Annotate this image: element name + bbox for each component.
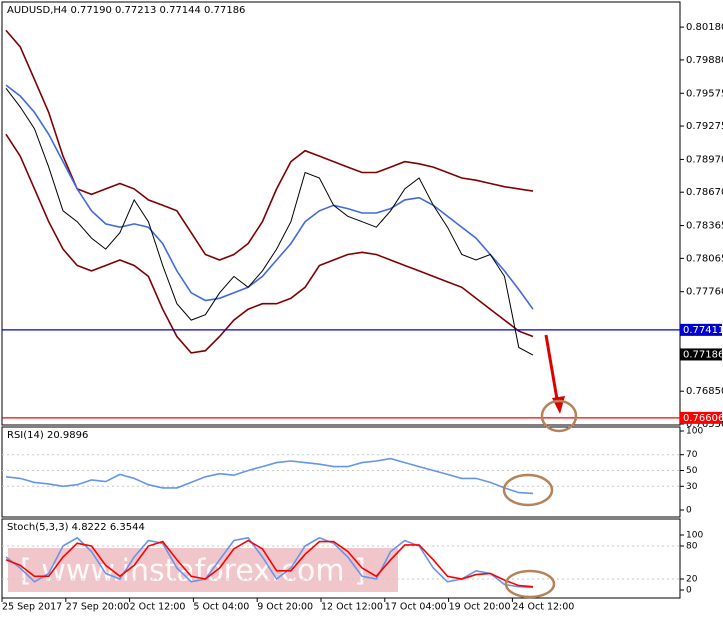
series-line xyxy=(5,87,534,356)
highlight-circle xyxy=(504,569,556,599)
watermark-box xyxy=(8,548,398,592)
x-tick-label: 19 Oct 20:00 xyxy=(449,602,511,613)
y-tick-label: 100 xyxy=(686,427,703,437)
panel-frame xyxy=(1,426,681,518)
series-line xyxy=(5,133,534,354)
panel-title: RSI(14) 20.9896 xyxy=(7,430,88,441)
y-tick-label: 0.78365 xyxy=(686,221,723,232)
y-tick-label: 50 xyxy=(686,466,698,476)
panel-title: AUDUSD,H4 0.77190 0.77213 0.77144 0.7718… xyxy=(7,5,245,16)
series-line xyxy=(5,539,534,588)
highlight-circle xyxy=(540,399,578,433)
last-price-box xyxy=(680,348,722,361)
y-tick-label: 0.79575 xyxy=(686,88,723,99)
y-tick-label: 0 xyxy=(686,506,692,516)
level-label: 0.76606 xyxy=(683,413,723,424)
x-tick-label: 25 Sep 2017 xyxy=(2,602,62,613)
y-tick-label: 30 xyxy=(686,482,698,492)
watermark: [ www.instaforex.com ] xyxy=(20,554,366,589)
y-tick-label: 100 xyxy=(686,531,703,541)
level-label-box xyxy=(680,411,722,424)
x-tick-label: 27 Sep 20:00 xyxy=(66,602,129,613)
y-tick-label: 70 xyxy=(686,450,698,460)
level-label: 0.77411 xyxy=(683,325,723,336)
x-tick-label: 17 Oct 04:00 xyxy=(385,602,447,613)
y-tick-label: 0 xyxy=(686,586,692,596)
highlight-circle xyxy=(502,473,554,507)
panel-frame xyxy=(1,518,681,599)
level-label-box xyxy=(680,323,722,336)
x-tick-label: 2 Oct 12:00 xyxy=(130,602,186,613)
x-tick-label: 12 Oct 12:00 xyxy=(321,602,383,613)
y-tick-label: 80 xyxy=(686,542,698,552)
arrow xyxy=(544,334,560,406)
x-tick-label: 24 Oct 12:00 xyxy=(512,602,574,613)
series-line xyxy=(5,457,534,495)
y-tick-label: 0.78065 xyxy=(686,253,723,264)
y-tick-label: 0.79275 xyxy=(686,121,723,132)
series-line xyxy=(5,29,534,261)
series-line xyxy=(5,84,534,310)
panel-title: Stoch(5,3,3) 4.8222 6.3544 xyxy=(7,522,145,533)
last-price-label: 0.77186 xyxy=(683,349,723,360)
y-tick-label: 20 xyxy=(686,575,698,585)
series-line xyxy=(5,536,534,589)
x-tick-label: 9 Oct 20:00 xyxy=(257,602,313,613)
panel-frame xyxy=(1,1,681,426)
x-tick-label: 5 Oct 04:00 xyxy=(193,602,249,613)
